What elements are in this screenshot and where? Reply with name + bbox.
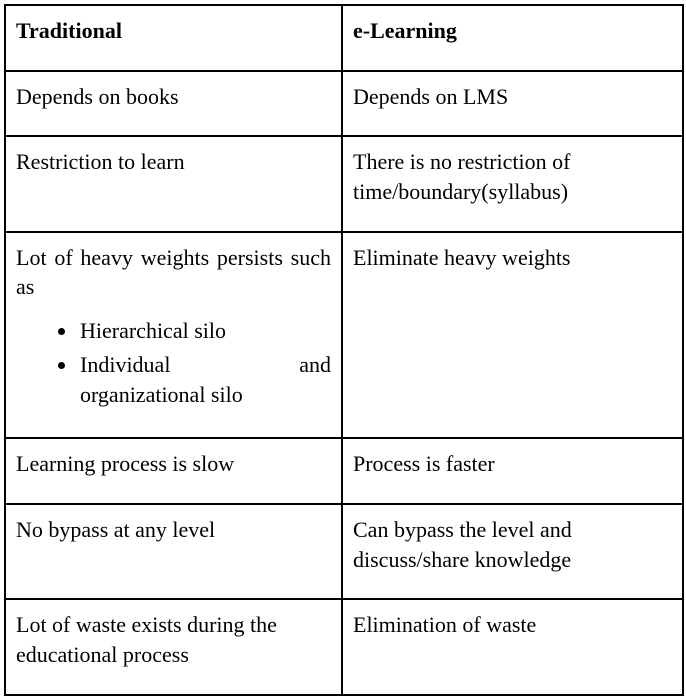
cell-elearning: Depends on LMS	[342, 71, 683, 137]
cell-lead-text: Lot of heavy weights persists such as	[16, 243, 331, 302]
bullet-list: Hierarchical silo Individual and organiz…	[16, 316, 331, 409]
table-row: Depends on books Depends on LMS	[5, 71, 683, 137]
table-row: Lot of waste exists during the education…	[5, 599, 683, 694]
cell-elearning: Eliminate heavy weights	[342, 232, 683, 438]
table-row: Lot of heavy weights persists such as Hi…	[5, 232, 683, 438]
cell-traditional: Depends on books	[5, 71, 342, 137]
table-header-row: Traditional e-Learning	[5, 5, 683, 71]
cell-elearning: Process is faster	[342, 438, 683, 504]
cell-traditional: Restriction to learn	[5, 136, 342, 231]
cell-traditional: Lot of waste exists during the education…	[5, 599, 342, 694]
table-row: Restriction to learn There is no restric…	[5, 136, 683, 231]
col-header-traditional: Traditional	[5, 5, 342, 71]
cell-elearning: Elimination of waste	[342, 599, 683, 694]
col-header-elearning: e-Learning	[342, 5, 683, 71]
cell-traditional: Learning process is slow	[5, 438, 342, 504]
comparison-table: Traditional e-Learning Depends on books …	[4, 4, 684, 696]
cell-traditional: Lot of heavy weights persists such as Hi…	[5, 232, 342, 438]
bullet-item: Hierarchical silo	[78, 316, 331, 346]
bullet-item: Individual and organizational silo	[78, 350, 331, 409]
table-row: Learning process is slow Process is fast…	[5, 438, 683, 504]
table-row: No bypass at any level Can bypass the le…	[5, 504, 683, 599]
cell-elearning: There is no restriction of time/boundary…	[342, 136, 683, 231]
cell-traditional: No bypass at any level	[5, 504, 342, 599]
cell-elearning: Can bypass the level and discuss/share k…	[342, 504, 683, 599]
